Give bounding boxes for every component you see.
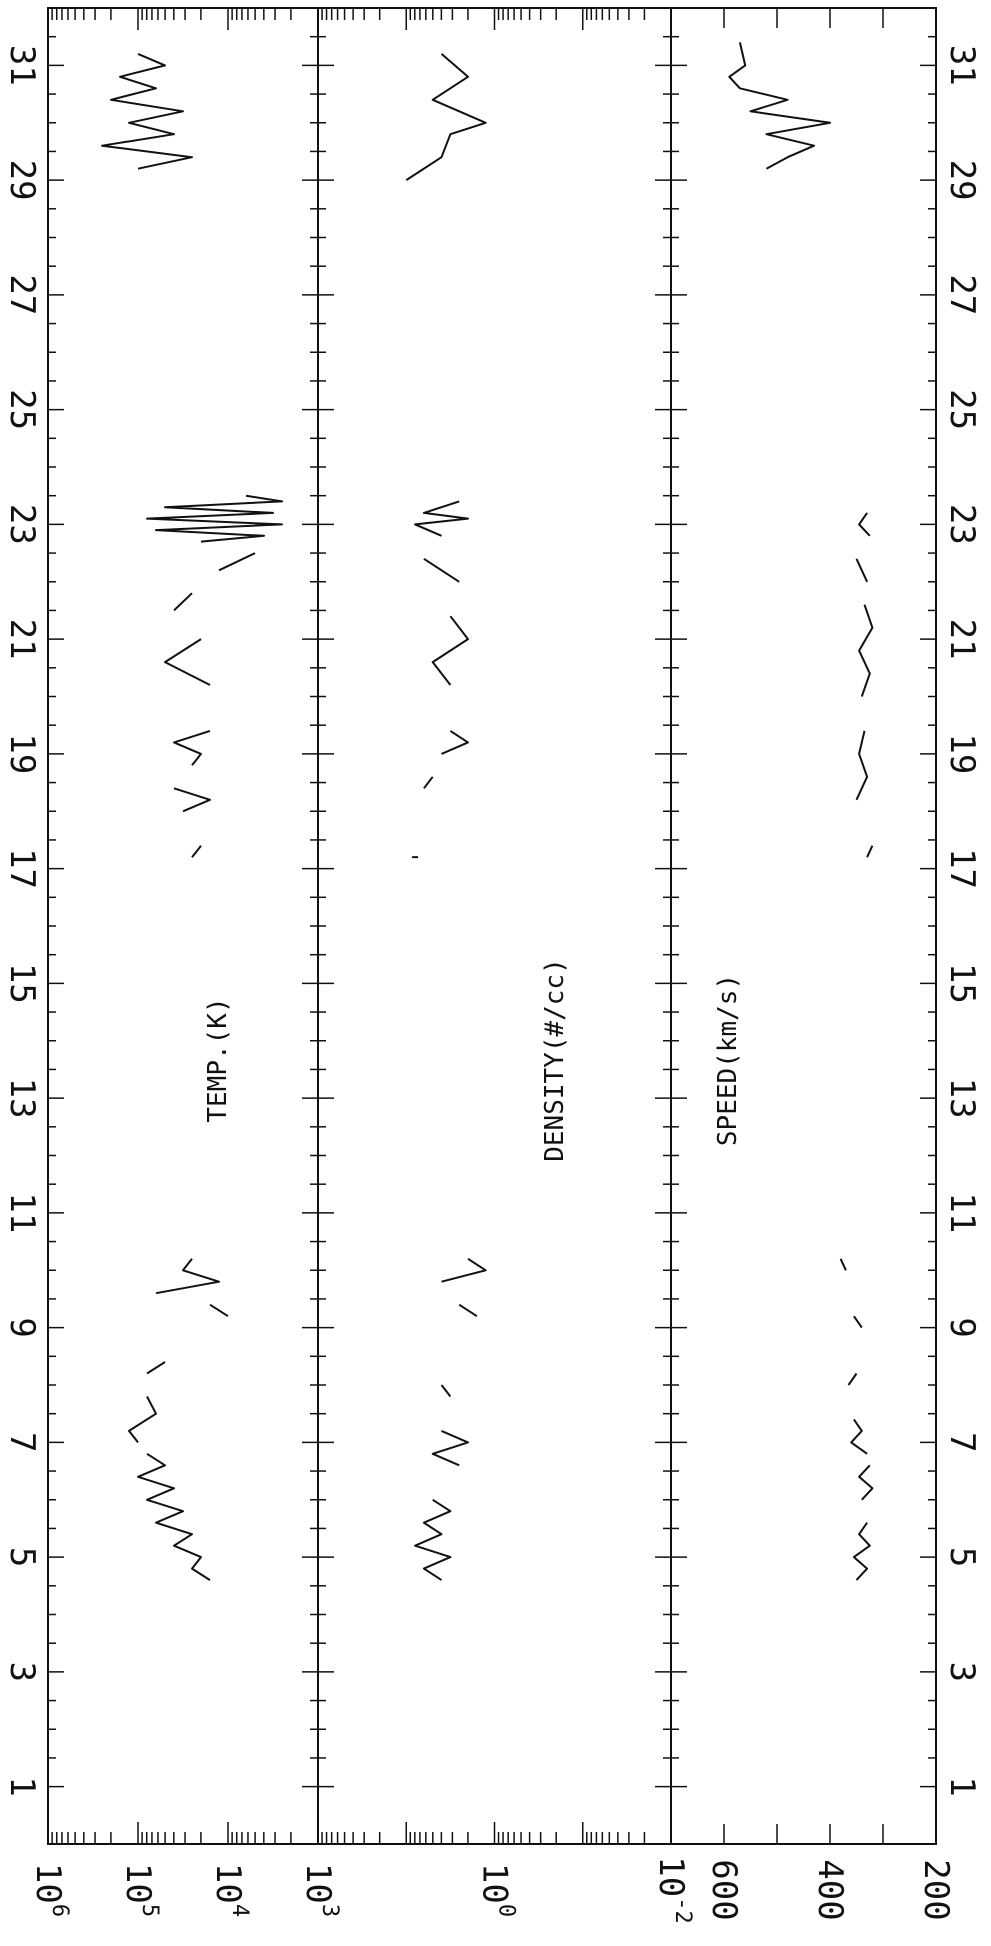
data-segment xyxy=(137,1452,211,1581)
data-segment xyxy=(128,1396,157,1444)
data-segment xyxy=(852,1522,871,1581)
day-tick-label-right: 11 xyxy=(942,1192,982,1233)
day-tick-label-right: 1 xyxy=(942,1776,982,1796)
data-segment xyxy=(218,552,256,572)
day-tick-label-left: 31 xyxy=(2,45,42,86)
data-segment xyxy=(414,1498,452,1581)
day-tick-label-right: 27 xyxy=(942,274,982,315)
data-segment xyxy=(101,52,193,170)
value-tick-label: 103 xyxy=(298,1863,343,1917)
day-tick-label-left: 23 xyxy=(2,504,42,545)
day-tick-label-left: 17 xyxy=(2,848,42,889)
day-tick-label-right: 17 xyxy=(942,848,982,889)
data-segment xyxy=(458,1303,478,1318)
data-segment xyxy=(431,615,469,686)
day-tick-label-right: 9 xyxy=(942,1317,982,1337)
day-tick-label-right: 19 xyxy=(942,733,982,774)
data-segment xyxy=(414,500,469,537)
day-tick-label-left: 13 xyxy=(2,1078,42,1119)
data-segment xyxy=(164,638,211,686)
data-segment xyxy=(441,1257,487,1283)
day-tick-label-left: 15 xyxy=(2,963,42,1004)
day-tick-label-right: 13 xyxy=(942,1078,982,1119)
data-segment xyxy=(858,604,874,697)
day-tick-label-right: 3 xyxy=(942,1662,982,1682)
value-tick-label: 104 xyxy=(208,1863,253,1917)
day-tick-label-left: 19 xyxy=(2,733,42,774)
day-tick-label-left: 27 xyxy=(2,274,42,315)
panels-outline xyxy=(47,7,937,1845)
day-tick-label-left: 11 xyxy=(2,1192,42,1233)
value-tick-label: 10-2 xyxy=(651,1856,696,1923)
data-segment xyxy=(146,494,283,543)
day-tick-label-right: 15 xyxy=(942,963,982,1004)
day-tick-label-left: 5 xyxy=(2,1547,42,1567)
data-segment xyxy=(209,1303,229,1318)
day-tick-label-right: 7 xyxy=(942,1432,982,1452)
data-segment xyxy=(173,787,211,813)
data-segment xyxy=(441,730,469,755)
data-segment xyxy=(850,1418,868,1455)
data-segment xyxy=(423,776,434,789)
data-segment xyxy=(866,845,874,858)
day-tick-label-right: 21 xyxy=(942,619,982,660)
data-segment xyxy=(146,1361,166,1375)
data-segment xyxy=(431,1429,469,1467)
day-tick-label-left: 29 xyxy=(2,160,42,201)
data-segment xyxy=(440,1384,452,1398)
series-layer xyxy=(101,42,874,1581)
day-tick-label-right: 5 xyxy=(942,1547,982,1567)
panel-label: TEMP.(K) xyxy=(203,997,233,1122)
data-segment xyxy=(191,845,202,858)
data-segment xyxy=(728,42,831,170)
data-segment xyxy=(405,53,487,181)
data-segment xyxy=(155,1258,220,1295)
data-segment xyxy=(839,1258,847,1271)
panel-label: SPEED(km/s) xyxy=(713,974,743,1146)
plot-frame xyxy=(47,7,937,1845)
day-tick-label-left: 7 xyxy=(2,1432,42,1452)
day-tick-label-left: 21 xyxy=(2,619,42,660)
day-tick-label-left: 3 xyxy=(2,1662,42,1682)
data-segment xyxy=(858,512,871,537)
value-tick-label: 200 xyxy=(916,1859,956,1920)
day-tick-label-left: 25 xyxy=(2,389,42,430)
value-tick-label: 106 xyxy=(28,1863,73,1917)
value-tick-label: 400 xyxy=(810,1859,850,1920)
data-segment xyxy=(173,592,193,612)
value-tick-label: 600 xyxy=(704,1859,744,1920)
data-segment xyxy=(847,1372,858,1386)
data-segment xyxy=(423,557,460,583)
day-tick-label-left: 1 xyxy=(2,1776,42,1796)
day-tick-label-right: 23 xyxy=(942,504,982,545)
value-tick-label: 105 xyxy=(118,1863,163,1917)
day-tick-label-right: 25 xyxy=(942,389,982,430)
data-segment xyxy=(855,558,869,583)
day-tick-label-left: 9 xyxy=(2,1317,42,1337)
data-segment xyxy=(853,1315,863,1329)
value-tick-label: 100 xyxy=(475,1863,520,1917)
day-tick-label-right: 31 xyxy=(942,45,982,86)
panel-label: DENSITY(#/cc) xyxy=(540,958,570,1162)
data-segment xyxy=(855,730,869,801)
data-segment xyxy=(173,729,211,766)
ticks-layer xyxy=(48,8,937,1844)
day-tick-label-right: 29 xyxy=(942,160,982,201)
data-segment xyxy=(858,1464,874,1501)
